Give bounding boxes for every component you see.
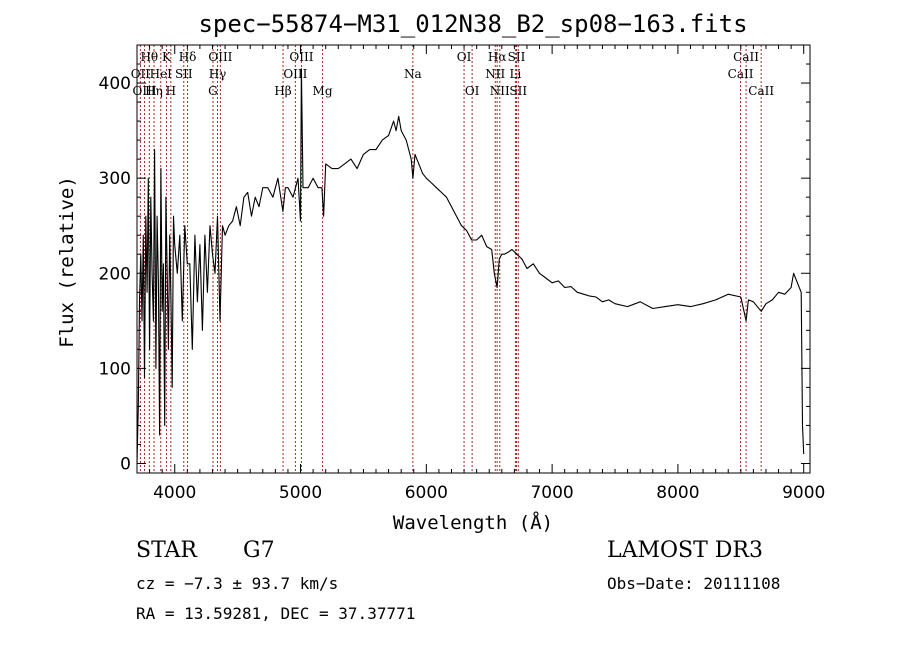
coordinates: RA = 13.59281, DEC = 37.37771 — [136, 604, 416, 623]
y-tick-label-0: 0 — [120, 454, 131, 474]
y-axis-label: Flux (relative) — [56, 176, 78, 348]
line-label-12: Hβ — [274, 84, 291, 98]
line-label-20: NII — [485, 67, 505, 81]
x-tick-label-1: 5000 — [279, 483, 322, 503]
ticks-layer: 4000 5000 6000 7000 8000 9000 0 100 200 300 400 — [99, 45, 825, 503]
line-label-19: Hα — [488, 50, 507, 64]
line-label-4: HeI — [150, 67, 173, 81]
survey-name: LAMOST DR3 — [607, 538, 763, 563]
x-tick-label-4: 8000 — [656, 483, 699, 503]
line-label-16: Na — [404, 67, 422, 81]
series-layer — [136, 68, 805, 464]
line-label-21: NII — [490, 84, 510, 98]
redshift-value: cz = −7.3 ± 93.7 km/s — [136, 574, 339, 593]
object-class: STAR — [136, 538, 197, 563]
line-label-9: G — [208, 84, 218, 98]
line-label-15: Mg — [313, 84, 333, 98]
line-label-10: OIII — [208, 50, 232, 64]
emission-lines-layer — [139, 45, 762, 473]
x-tick-label-3: 7000 — [530, 483, 573, 503]
y-tick-label-1: 100 — [99, 359, 131, 379]
y-tick-label-3: 300 — [99, 169, 131, 189]
x-axis-label: Wavelength (Å) — [393, 511, 553, 534]
line-label-25: CaII — [733, 50, 759, 64]
x-tick-label-5: 9000 — [782, 483, 825, 503]
y-tick-label-4: 400 — [99, 74, 131, 94]
line-label-11: Hγ — [209, 67, 227, 81]
y-tick-label-2: 200 — [99, 264, 131, 284]
line-label-13: OIII — [289, 50, 313, 64]
line-label-5: K — [162, 50, 172, 64]
line-label-27: CaII — [748, 84, 774, 98]
line-label-18: OI — [465, 84, 480, 98]
line-label-3: Hη — [145, 84, 163, 98]
line-label-8: Hδ — [179, 50, 197, 64]
line-label-22: SII — [508, 50, 526, 64]
spectrum-line — [136, 68, 805, 464]
line-label-0: Hθ — [140, 50, 158, 64]
line-label-2: OIII — [133, 84, 157, 98]
line-label-17: OI — [457, 50, 472, 64]
x-tick-label-2: 6000 — [405, 483, 448, 503]
obs-date: Obs−Date: 20111108 — [607, 574, 781, 593]
object-subclass: G7 — [243, 538, 275, 563]
line-labels-layer: HθOIIOIIIHηHeIKHSIIHδGOIIIHγHβOIIIOIIIMg… — [131, 50, 775, 98]
line-label-7: SII — [175, 67, 193, 81]
line-label-26: CaII — [728, 67, 754, 81]
line-label-14: OIII — [283, 67, 307, 81]
line-label-1: OII — [131, 67, 151, 81]
line-label-24: SII — [509, 84, 527, 98]
plot-frame — [136, 44, 811, 474]
x-tick-label-0: 4000 — [153, 483, 196, 503]
chart-title: spec−55874−M31_012N38_B2_sp08−163.fits — [198, 10, 747, 38]
line-label-23: Li — [509, 67, 521, 81]
line-label-6: H — [166, 84, 176, 98]
